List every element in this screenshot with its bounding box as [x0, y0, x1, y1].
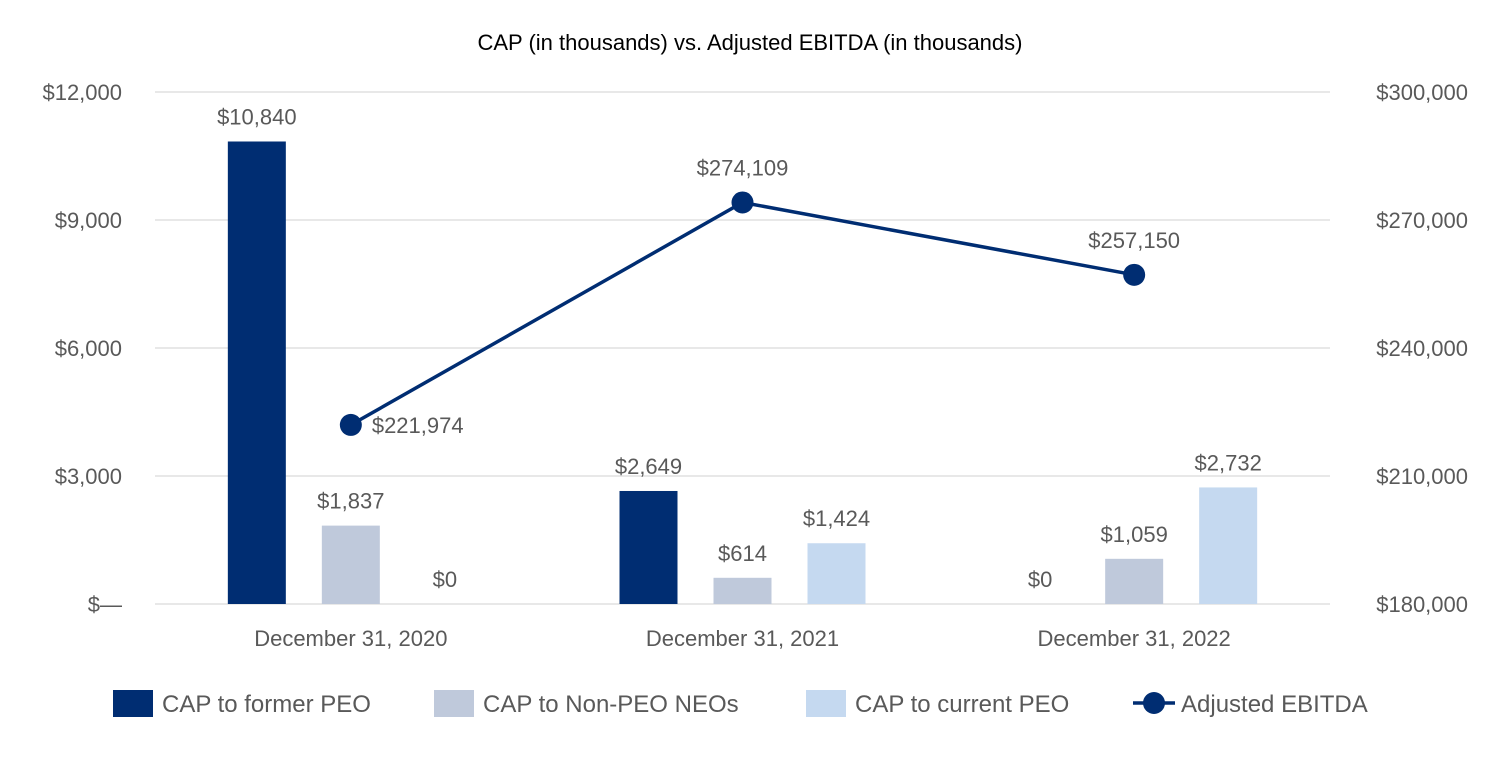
bar-data-label: $10,840: [217, 104, 297, 129]
left-axis-tick-label: $9,000: [55, 208, 122, 233]
left-axis-tick-label: $12,000: [42, 80, 122, 105]
chart-title: CAP (in thousands) vs. Adjusted EBITDA (…: [478, 30, 1023, 55]
right-axis-tick-label: $270,000: [1376, 208, 1468, 233]
line-point: [339, 413, 362, 436]
left-axis-tick-label: $—: [88, 592, 122, 617]
category-label: December 31, 2020: [254, 626, 447, 651]
legend-swatch: [434, 690, 474, 717]
bar-data-label: $1,837: [317, 489, 384, 514]
right-axis-tick-label: $210,000: [1376, 464, 1468, 489]
line-point: [1123, 263, 1146, 286]
right-axis-tick-label: $300,000: [1376, 80, 1468, 105]
right-axis-tick-label: $240,000: [1376, 336, 1468, 361]
bar-data-label: $0: [433, 567, 457, 592]
legend-marker: [1143, 692, 1165, 714]
line-data-label: $257,150: [1088, 228, 1180, 253]
bar: [619, 490, 678, 604]
category-label: December 31, 2022: [1038, 626, 1231, 651]
bar-data-label: $1,059: [1101, 522, 1168, 547]
line-data-label: $274,109: [697, 155, 789, 180]
bar: [807, 543, 866, 604]
right-axis-tick-label: $180,000: [1376, 592, 1468, 617]
line-series: [349, 200, 1135, 427]
bar: [713, 577, 772, 604]
legend-label: CAP to current PEO: [855, 691, 1069, 718]
bar-data-label: $0: [1028, 567, 1052, 592]
legend-swatch: [806, 690, 846, 717]
bar-data-label: $1,424: [803, 506, 870, 531]
line-point: [731, 191, 754, 214]
legend-swatch: [113, 690, 153, 717]
bar-data-label: $2,732: [1195, 450, 1262, 475]
bar: [1199, 487, 1258, 604]
left-axis-tick-label: $3,000: [55, 464, 122, 489]
line-data-label: $221,974: [372, 413, 464, 438]
bar: [321, 525, 380, 604]
legend-label: CAP to former PEO: [162, 691, 371, 718]
left-axis-tick-label: $6,000: [55, 336, 122, 361]
legend-label: Adjusted EBITDA: [1181, 691, 1368, 718]
bar-data-label: $2,649: [615, 454, 682, 479]
legend-label: CAP to Non-PEO NEOs: [483, 691, 739, 718]
bar: [227, 141, 286, 604]
category-label: December 31, 2021: [646, 626, 839, 651]
bar: [1105, 558, 1164, 604]
bar-data-label: $614: [718, 541, 767, 566]
